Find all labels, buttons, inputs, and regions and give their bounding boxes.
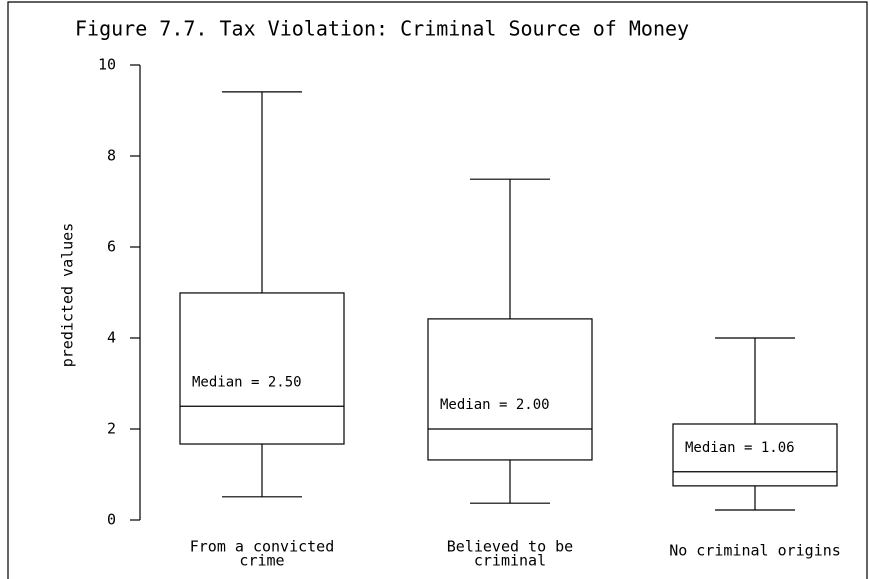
x-tick-label: crime — [239, 552, 284, 570]
chart-title: Figure 7.7. Tax Violation: Criminal Sour… — [75, 17, 689, 41]
y-tick-label: 2 — [107, 420, 116, 438]
y-tick-label: 8 — [107, 147, 116, 165]
median-label: Median = 2.50 — [192, 374, 302, 390]
y-tick-label: 10 — [98, 56, 116, 74]
y-tick-label: 4 — [107, 329, 116, 347]
x-tick-label: criminal — [474, 552, 546, 570]
box — [672, 423, 838, 487]
box — [427, 318, 593, 461]
box — [179, 292, 345, 445]
median-label: Median = 1.06 — [685, 440, 795, 456]
x-tick-label: Believed to be — [447, 538, 573, 556]
x-tick-label: No criminal origins — [669, 542, 841, 560]
y-tick-label: 6 — [107, 238, 116, 256]
x-tick-label: From a convicted — [190, 538, 335, 556]
y-tick-label: 0 — [107, 511, 116, 529]
median-label: Median = 2.00 — [440, 397, 550, 413]
y-axis-label: predicted values — [59, 223, 77, 368]
frame — [7, 1, 868, 579]
